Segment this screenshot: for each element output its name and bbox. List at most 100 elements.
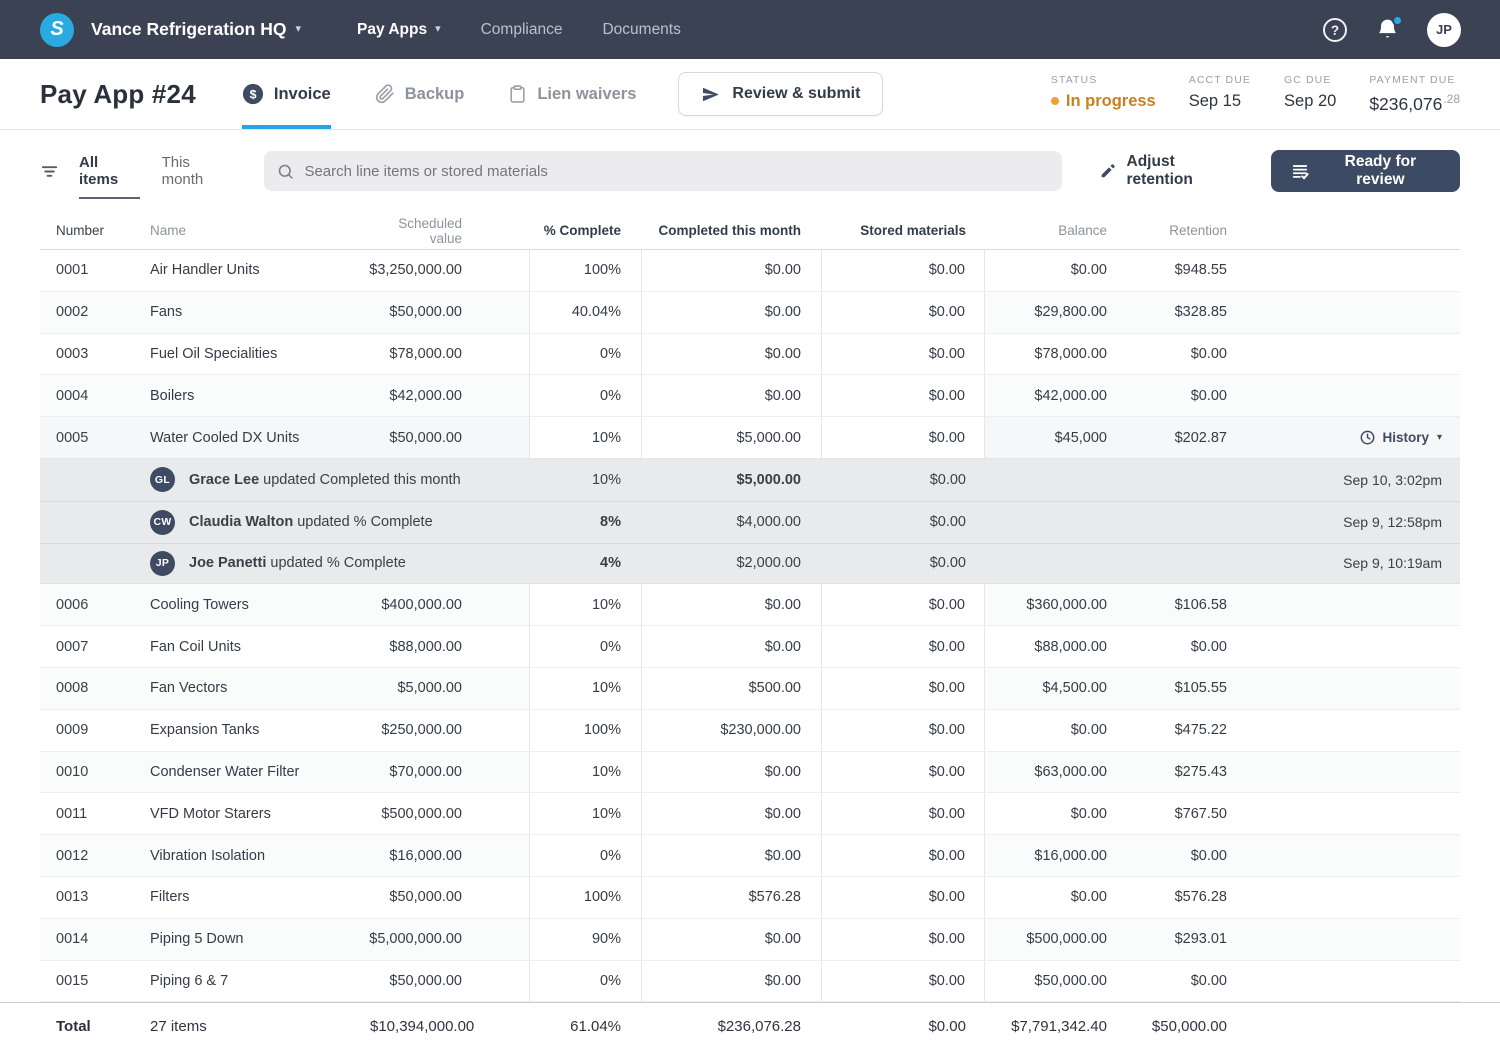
cell-percent-complete[interactable]: 10% bbox=[529, 584, 641, 625]
cell-stored-materials[interactable]: $0.00 bbox=[821, 752, 985, 793]
cell-retention: $475.22 bbox=[1107, 710, 1227, 751]
cell-stored-materials[interactable]: $0.00 bbox=[821, 710, 985, 751]
table-row[interactable]: 0007 Fan Coil Units $88,000.00 0% $0.00 … bbox=[40, 626, 1460, 668]
history-timestamp: Sep 10, 3:02pm bbox=[985, 472, 1460, 488]
table-row[interactable]: 0008 Fan Vectors $5,000.00 10% $500.00 $… bbox=[40, 668, 1460, 710]
filter-all-items[interactable]: All items bbox=[79, 154, 140, 188]
table-row[interactable]: 0009 Expansion Tanks $250,000.00 100% $2… bbox=[40, 710, 1460, 752]
tab-lien-waivers[interactable]: Lien waivers bbox=[508, 59, 636, 129]
cell-stored-materials[interactable]: $0.00 bbox=[821, 626, 985, 667]
cell-stored-materials[interactable]: $0.00 bbox=[821, 292, 985, 333]
tab-invoice[interactable]: $ Invoice bbox=[242, 59, 331, 129]
cell-completed-this-month[interactable]: $0.00 bbox=[641, 752, 821, 793]
adjust-retention-button[interactable]: Adjust retention bbox=[1099, 153, 1241, 189]
table-row[interactable]: 0003 Fuel Oil Specialities $78,000.00 0%… bbox=[40, 334, 1460, 376]
filter-this-month[interactable]: This month bbox=[162, 154, 234, 188]
cell-completed-this-month[interactable]: $0.00 bbox=[641, 584, 821, 625]
cell-stored-materials[interactable]: $0.00 bbox=[821, 584, 985, 625]
cell-stored-materials[interactable]: $0.00 bbox=[821, 250, 985, 291]
cell-completed-this-month[interactable]: $0.00 bbox=[641, 292, 821, 333]
table-row[interactable]: 0012 Vibration Isolation $16,000.00 0% $… bbox=[40, 835, 1460, 877]
cell-percent-complete[interactable]: 0% bbox=[529, 375, 641, 416]
list-check-icon bbox=[1291, 162, 1309, 180]
cell-completed-this-month[interactable]: $0.00 bbox=[641, 626, 821, 667]
cell-retention: $105.55 bbox=[1107, 668, 1227, 709]
cell-percent-complete[interactable]: 10% bbox=[529, 752, 641, 793]
cell-stored-materials[interactable]: $0.00 bbox=[821, 835, 985, 876]
app-logo[interactable]: S bbox=[40, 13, 74, 47]
cell-percent-complete[interactable]: 10% bbox=[529, 417, 641, 458]
table-row[interactable]: 0001 Air Handler Units $3,250,000.00 100… bbox=[40, 250, 1460, 292]
cell-completed-this-month[interactable]: $0.00 bbox=[641, 961, 821, 1002]
ready-for-review-button[interactable]: Ready for review bbox=[1271, 150, 1460, 192]
cell-completed-this-month[interactable]: $576.28 bbox=[641, 877, 821, 918]
cell-percent-complete[interactable]: 100% bbox=[529, 710, 641, 751]
cell-retention: $293.01 bbox=[1107, 919, 1227, 960]
table-row[interactable]: 0011 VFD Motor Starers $500,000.00 10% $… bbox=[40, 793, 1460, 835]
search-input[interactable] bbox=[304, 163, 1048, 180]
table-row[interactable]: 0004 Boilers $42,000.00 0% $0.00 $0.00 $… bbox=[40, 375, 1460, 417]
cell-completed-this-month[interactable]: $0.00 bbox=[641, 250, 821, 291]
cell-scheduled-value: $250,000.00 bbox=[370, 710, 489, 751]
cell-balance: $45,000 bbox=[985, 417, 1107, 458]
review-submit-button[interactable]: Review & submit bbox=[678, 72, 883, 116]
help-icon[interactable]: ? bbox=[1322, 17, 1348, 43]
cell-stored-materials[interactable]: $0.00 bbox=[821, 877, 985, 918]
cell-percent-complete[interactable]: 0% bbox=[529, 626, 641, 667]
cell-percent-complete[interactable]: 100% bbox=[529, 877, 641, 918]
table-row[interactable]: 0006 Cooling Towers $400,000.00 10% $0.0… bbox=[40, 584, 1460, 626]
cell-completed-this-month[interactable]: $0.00 bbox=[641, 919, 821, 960]
cell-stored-materials[interactable]: $0.00 bbox=[821, 668, 985, 709]
table-row[interactable]: 0002 Fans $50,000.00 40.04% $0.00 $0.00 … bbox=[40, 292, 1460, 334]
cell-scheduled-value: $78,000.00 bbox=[370, 334, 489, 375]
cell-stored-materials[interactable]: $0.00 bbox=[821, 375, 985, 416]
cell-completed-this-month[interactable]: $500.00 bbox=[641, 668, 821, 709]
cell-stored-materials[interactable]: $0.00 bbox=[821, 793, 985, 834]
stat-label: STATUS bbox=[1051, 74, 1156, 86]
cell-percent-complete[interactable]: 10% bbox=[529, 793, 641, 834]
cell-retention: $275.43 bbox=[1107, 752, 1227, 793]
cell-completed-this-month[interactable]: $5,000.00 bbox=[641, 417, 821, 458]
cell-percent-complete[interactable]: 0% bbox=[529, 835, 641, 876]
history-toggle[interactable]: History ▾ bbox=[1360, 430, 1442, 445]
cell-retention: $328.85 bbox=[1107, 292, 1227, 333]
cell-percent-complete[interactable]: 40.04% bbox=[529, 292, 641, 333]
cell-percent-complete[interactable]: 90% bbox=[529, 919, 641, 960]
cell-stored-materials[interactable]: $0.00 bbox=[821, 919, 985, 960]
cell-percent-complete[interactable]: 100% bbox=[529, 250, 641, 291]
cell-balance: $50,000.00 bbox=[985, 961, 1107, 1002]
notifications-bell-icon[interactable] bbox=[1375, 17, 1400, 42]
cell-completed-this-month[interactable]: $0.00 bbox=[641, 793, 821, 834]
table-row[interactable]: 0013 Filters $50,000.00 100% $576.28 $0.… bbox=[40, 877, 1460, 919]
ready-for-review-label: Ready for review bbox=[1321, 153, 1440, 189]
table-row[interactable]: 0010 Condenser Water Filter $70,000.00 1… bbox=[40, 752, 1460, 794]
cell-completed-this-month[interactable]: $0.00 bbox=[641, 375, 821, 416]
cell-percent-complete[interactable]: 0% bbox=[529, 334, 641, 375]
total-percent-complete: 61.04% bbox=[529, 1018, 641, 1035]
cell-stored-materials[interactable]: $0.00 bbox=[821, 334, 985, 375]
nav-item-compliance[interactable]: Compliance bbox=[481, 21, 563, 39]
nav-item-pay-apps[interactable]: Pay Apps ▾ bbox=[357, 21, 441, 39]
table-row[interactable]: 0015 Piping 6 & 7 $50,000.00 0% $0.00 $0… bbox=[40, 961, 1460, 1003]
cell-percent-complete[interactable]: 10% bbox=[529, 668, 641, 709]
table-row[interactable]: 0014 Piping 5 Down $5,000,000.00 90% $0.… bbox=[40, 919, 1460, 961]
cell-completed-this-month[interactable]: $230,000.00 bbox=[641, 710, 821, 751]
filter-icon[interactable] bbox=[40, 162, 59, 181]
cell-percent-complete[interactable]: 0% bbox=[529, 961, 641, 1002]
total-balance: $7,791,342.40 bbox=[985, 1018, 1107, 1035]
cell-stored-materials[interactable]: $0.00 bbox=[821, 961, 985, 1002]
cell-completed-this-month[interactable]: $0.00 bbox=[641, 334, 821, 375]
col-stored-materials: Stored materials bbox=[821, 223, 985, 238]
page-title: Pay App #24 bbox=[40, 79, 196, 110]
user-avatar[interactable]: JP bbox=[1427, 13, 1461, 47]
nav-item-documents[interactable]: Documents bbox=[602, 21, 680, 39]
org-name: Vance Refrigeration HQ bbox=[91, 19, 286, 40]
cell-stored-materials[interactable]: $0.00 bbox=[821, 417, 985, 458]
cell-completed-this-month[interactable]: $0.00 bbox=[641, 835, 821, 876]
tab-backup[interactable]: Backup bbox=[375, 59, 465, 129]
table-row[interactable]: 0005 Water Cooled DX Units $50,000.00 10… bbox=[40, 417, 1460, 459]
search-box[interactable] bbox=[264, 151, 1061, 191]
history-timestamp: Sep 9, 12:58pm bbox=[985, 514, 1460, 530]
cell-name: Condenser Water Filter bbox=[150, 752, 370, 793]
org-switcher[interactable]: Vance Refrigeration HQ ▾ bbox=[91, 19, 301, 40]
